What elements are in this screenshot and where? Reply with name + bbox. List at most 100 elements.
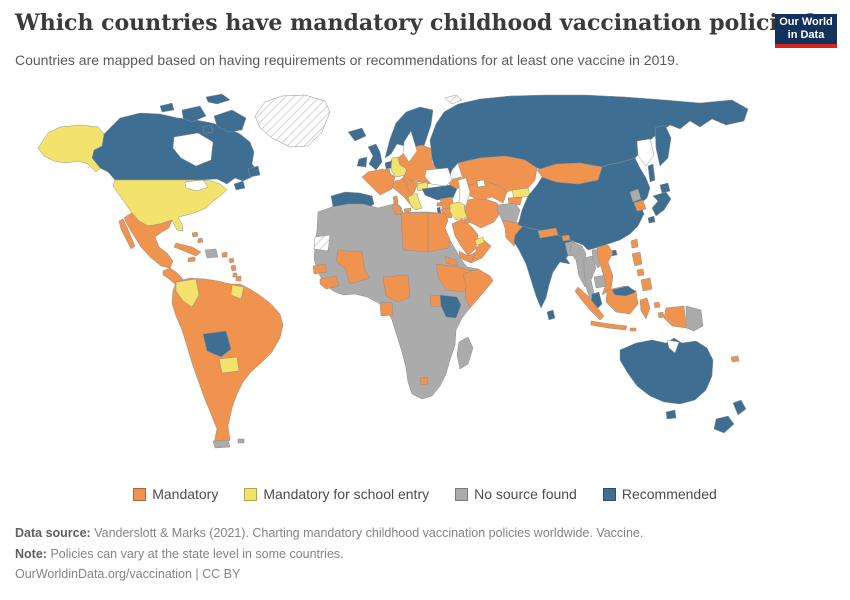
region-svalbard (444, 94, 463, 105)
data-source-label: Data source: (15, 526, 91, 540)
region-sumatra (574, 286, 605, 321)
region-philippines-visayas (636, 268, 645, 277)
region-new-zealand-north (732, 399, 747, 416)
region-japan-honshu (651, 191, 672, 217)
legend-swatch-school-entry (244, 487, 258, 501)
aral-sea (476, 179, 486, 188)
region-nigeria (382, 274, 411, 303)
region-jamaica (187, 256, 196, 263)
region-papua-new-guinea (685, 305, 704, 332)
region-sardinia (392, 195, 399, 205)
data-source-text: Vanderslott & Marks (2021). Charting man… (94, 526, 644, 540)
region-sri-lanka (546, 309, 556, 321)
region-madagascar (456, 336, 474, 370)
region-eritrea (444, 255, 459, 267)
region-newfoundland (247, 165, 261, 178)
baltic-sea (402, 130, 418, 163)
region-falkland-islands (237, 438, 245, 444)
region-java (590, 320, 628, 331)
owid-logo[interactable]: Our World in Data (775, 14, 837, 48)
region-alaska (37, 124, 105, 173)
region-iceland (347, 127, 367, 142)
region-bolivia (202, 330, 232, 358)
region-somalia (462, 268, 494, 309)
region-bahamas (191, 231, 199, 238)
region-bhutan (561, 234, 571, 242)
region-lesser-antilles-2 (230, 264, 237, 272)
region-new-zealand-south (713, 415, 735, 434)
region-greece (407, 192, 423, 211)
region-afghanistan (496, 202, 521, 224)
gulf-of-carpentaria (666, 339, 680, 354)
region-cyprus (436, 201, 443, 207)
region-puerto-rico (221, 251, 228, 258)
sea-of-okhotsk (636, 138, 655, 167)
note-line: Note: Policies can vary at the state lev… (15, 544, 643, 565)
caspian-sea (457, 177, 471, 207)
note-text: Policies can vary at the state level in … (50, 546, 344, 561)
region-uk (367, 143, 383, 171)
region-canada-southampton (202, 124, 214, 134)
legend-item-no-source: No source found (455, 486, 577, 502)
region-lesotho (419, 376, 429, 386)
legend-swatch-recommended (602, 487, 616, 501)
legend-label-no-source: No source found (474, 486, 577, 502)
legend-item-mandatory: Mandatory (133, 486, 218, 502)
owid-logo-line1: Our World (779, 15, 833, 28)
citation-line[interactable]: OurWorldinData.org/vaccination | CC BY (15, 567, 241, 581)
region-sakhalin (647, 163, 656, 183)
region-new-caledonia (730, 355, 740, 363)
region-uganda (429, 294, 442, 308)
data-source-line: Data source: Vanderslott & Marks (2021).… (15, 523, 643, 544)
legend-swatch-mandatory (133, 487, 147, 501)
great-lakes (184, 179, 209, 192)
region-france (361, 168, 396, 196)
region-malaysia-borneo (611, 285, 637, 297)
region-philippines-mindanao (640, 277, 653, 292)
region-mexico (123, 212, 174, 269)
region-canada-baffin-island (213, 109, 247, 133)
region-cuba (173, 242, 202, 257)
note-label: Note: (15, 546, 47, 561)
region-hispaniola (204, 248, 219, 259)
region-mali (335, 249, 371, 285)
owid-logo-line2: in Data (787, 29, 825, 41)
map-legend: Mandatory Mandatory for school entry No … (0, 486, 850, 502)
region-greenland (254, 94, 331, 148)
region-west-papua (663, 305, 687, 329)
region-trinidad (235, 275, 242, 282)
legend-item-school-entry: Mandatory for school entry (244, 486, 429, 502)
region-australia (619, 337, 714, 405)
region-paraguay (218, 356, 240, 374)
region-lesser-antilles-1 (228, 257, 235, 264)
legend-swatch-no-source (455, 487, 469, 501)
region-kyrgyzstan (511, 187, 531, 199)
world-choropleth-map (37, 93, 749, 449)
legend-label-mandatory: Mandatory (152, 486, 219, 502)
region-canada-ellesmere (205, 93, 231, 105)
black-sea (424, 167, 453, 187)
region-sulawesi (639, 297, 651, 320)
region-taiwan (630, 238, 639, 249)
region-kamchatka (654, 124, 672, 167)
region-lesser-antilles-3 (232, 272, 238, 278)
legend-label-recommended: Recommended (621, 486, 717, 502)
region-south-korea (633, 199, 647, 212)
region-gabon (379, 301, 394, 317)
region-kenya (439, 294, 462, 319)
region-oman (470, 239, 492, 264)
region-japan-hokkaido (659, 182, 671, 194)
region-tajikistan (507, 196, 523, 206)
region-colombia (175, 278, 200, 308)
region-nepal (537, 227, 559, 239)
region-japan-kyushu (647, 215, 656, 224)
region-philippines-luzon (631, 251, 643, 267)
region-moluccas-2 (657, 311, 665, 319)
hudson-bay (172, 132, 214, 167)
chart-footer: Data source: Vanderslott & Marks (2021).… (15, 523, 643, 585)
page-subtitle: Countries are mapped based on having req… (15, 52, 679, 68)
region-kuwait (463, 217, 470, 224)
region-tunisia (391, 203, 403, 216)
region-usa (112, 179, 228, 232)
region-uzbekistan-turkmenistan (466, 180, 508, 204)
